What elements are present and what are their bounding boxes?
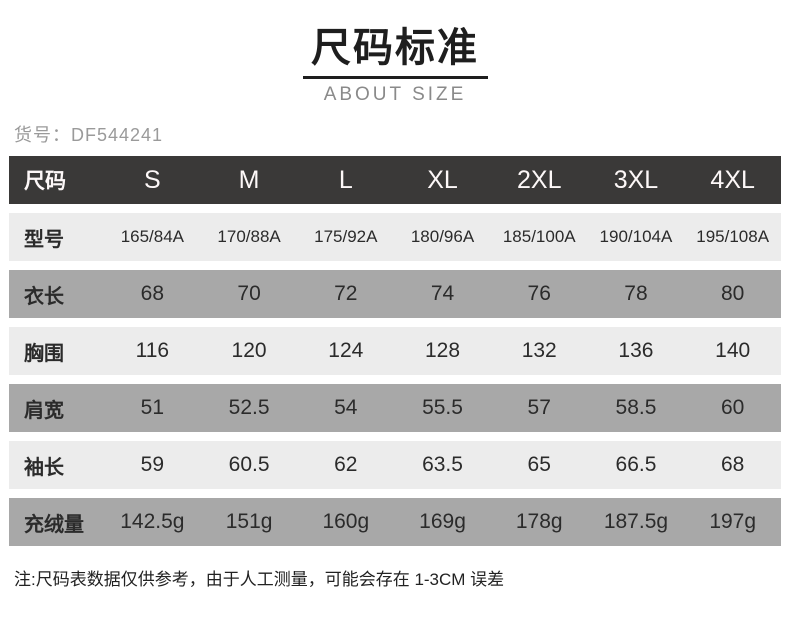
cell: 57 — [527, 396, 551, 419]
column-header-xl: XL — [427, 165, 458, 194]
table-row-down-fill: 充绒量 142.5g 151g 160g 169g 178g 187.5g 19… — [9, 498, 781, 546]
cell: 180/96A — [410, 227, 475, 246]
table-row-model: 型号 165/84A 170/88A 175/92A 180/96A 185/1… — [9, 213, 781, 261]
cell: 54 — [334, 396, 358, 419]
cell: 140 — [715, 339, 751, 362]
cell: 62 — [334, 453, 358, 476]
column-header-2xl: 2XL — [516, 165, 562, 194]
cell: 51 — [140, 396, 165, 419]
cell: 59 — [140, 453, 165, 476]
column-header-m: M — [238, 165, 260, 194]
measurement-note: 注:尺码表数据仅供参考，由于人工测量，可能会存在 1-3CM 误差 — [14, 570, 505, 589]
cell: 187.5g — [603, 510, 669, 533]
table-row-shoulder: 肩宽 51 52.5 54 55.5 57 58.5 60 — [9, 384, 781, 432]
table-header-row: 尺码 S M L XL 2XL 3XL 4XL — [9, 156, 781, 204]
cell: 142.5g — [120, 510, 185, 533]
cell: 78 — [624, 282, 648, 305]
column-header-4xl: 4XL — [710, 165, 755, 194]
cell: 68 — [140, 282, 165, 305]
cell: 128 — [424, 339, 461, 362]
product-code-line: 货号：DF544241 — [14, 121, 790, 147]
page-subtitle: ABOUT SIZE — [323, 84, 467, 105]
column-header-l: L — [338, 165, 353, 194]
cell: 169g — [419, 510, 466, 533]
cell: 60.5 — [228, 453, 270, 476]
title-underline — [302, 76, 488, 79]
cell: 66.5 — [615, 453, 657, 476]
cell: 136 — [618, 339, 654, 362]
cell: 58.5 — [615, 396, 657, 419]
column-header-s: S — [144, 165, 161, 194]
cell: 80 — [720, 282, 745, 305]
cell: 175/92A — [314, 227, 378, 246]
cell: 195/108A — [696, 227, 770, 246]
row-label: 型号 — [24, 228, 64, 251]
column-header-size: 尺码 — [24, 170, 66, 193]
cell: 74 — [430, 282, 455, 305]
cell: 190/104A — [599, 227, 673, 246]
cell: 55.5 — [422, 396, 463, 419]
row-label: 衣长 — [24, 285, 64, 308]
cell: 197g — [709, 510, 757, 533]
cell: 132 — [521, 339, 557, 362]
table-row-chest: 胸围 116 120 124 128 132 136 140 — [9, 327, 781, 375]
cell: 60 — [720, 396, 745, 419]
cell: 185/100A — [502, 227, 576, 246]
title-block: 尺码标准 ABOUT SIZE — [0, 0, 790, 106]
row-label: 袖长 — [24, 456, 64, 479]
table-row-garment-length: 衣长 68 70 72 74 76 78 80 — [9, 270, 781, 318]
cell: 160g — [322, 510, 370, 533]
cell: 68 — [720, 453, 745, 476]
cell: 76 — [527, 282, 551, 305]
page-title: 尺码标准 — [311, 26, 479, 70]
cell: 52.5 — [228, 396, 270, 419]
row-label: 胸围 — [24, 342, 64, 365]
cell: 70 — [237, 282, 261, 305]
cell: 178g — [515, 510, 563, 533]
cell: 65 — [527, 453, 551, 476]
cell: 116 — [135, 339, 170, 362]
product-code-label: 货号： — [14, 125, 71, 145]
cell: 170/88A — [217, 227, 281, 246]
row-label: 肩宽 — [24, 399, 64, 422]
table-row-sleeve: 袖长 59 60.5 62 63.5 65 66.5 68 — [9, 441, 781, 489]
row-label: 充绒量 — [24, 513, 84, 536]
cell: 120 — [231, 339, 267, 362]
cell: 72 — [334, 282, 358, 305]
product-code-value: DF544241 — [71, 125, 164, 145]
cell: 124 — [328, 339, 364, 362]
size-table: 尺码 S M L XL 2XL 3XL 4XL 型号 165/84A 170/8… — [9, 156, 781, 546]
column-header-3xl: 3XL — [613, 165, 659, 194]
cell: 151g — [225, 510, 273, 533]
cell: 165/84A — [120, 227, 185, 246]
cell: 63.5 — [422, 453, 463, 476]
